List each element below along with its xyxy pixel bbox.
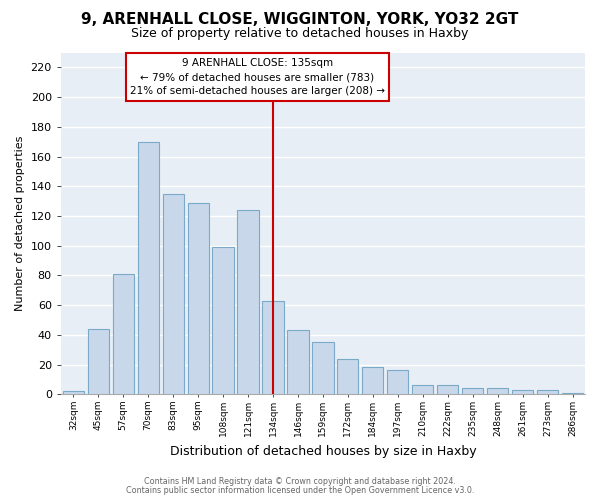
Bar — [63, 392, 84, 394]
Bar — [137, 142, 159, 394]
Bar — [387, 370, 409, 394]
Bar — [537, 390, 558, 394]
Bar — [337, 358, 358, 394]
Bar — [437, 386, 458, 394]
X-axis label: Distribution of detached houses by size in Haxby: Distribution of detached houses by size … — [170, 444, 476, 458]
Text: 9 ARENHALL CLOSE: 135sqm
← 79% of detached houses are smaller (783)
21% of semi-: 9 ARENHALL CLOSE: 135sqm ← 79% of detach… — [130, 58, 385, 96]
Bar — [188, 202, 209, 394]
Bar — [113, 274, 134, 394]
Bar — [462, 388, 483, 394]
Bar — [88, 329, 109, 394]
Text: Size of property relative to detached houses in Haxby: Size of property relative to detached ho… — [131, 28, 469, 40]
Bar — [512, 390, 533, 394]
Bar — [412, 386, 433, 394]
Bar — [313, 342, 334, 394]
Text: 9, ARENHALL CLOSE, WIGGINTON, YORK, YO32 2GT: 9, ARENHALL CLOSE, WIGGINTON, YORK, YO32… — [82, 12, 518, 28]
Bar — [362, 368, 383, 394]
Bar — [212, 247, 233, 394]
Bar — [163, 194, 184, 394]
Bar — [238, 210, 259, 394]
Text: Contains HM Land Registry data © Crown copyright and database right 2024.: Contains HM Land Registry data © Crown c… — [144, 477, 456, 486]
Bar — [262, 300, 284, 394]
Bar — [562, 393, 583, 394]
Bar — [287, 330, 308, 394]
Bar — [487, 388, 508, 394]
Y-axis label: Number of detached properties: Number of detached properties — [15, 136, 25, 311]
Text: Contains public sector information licensed under the Open Government Licence v3: Contains public sector information licen… — [126, 486, 474, 495]
